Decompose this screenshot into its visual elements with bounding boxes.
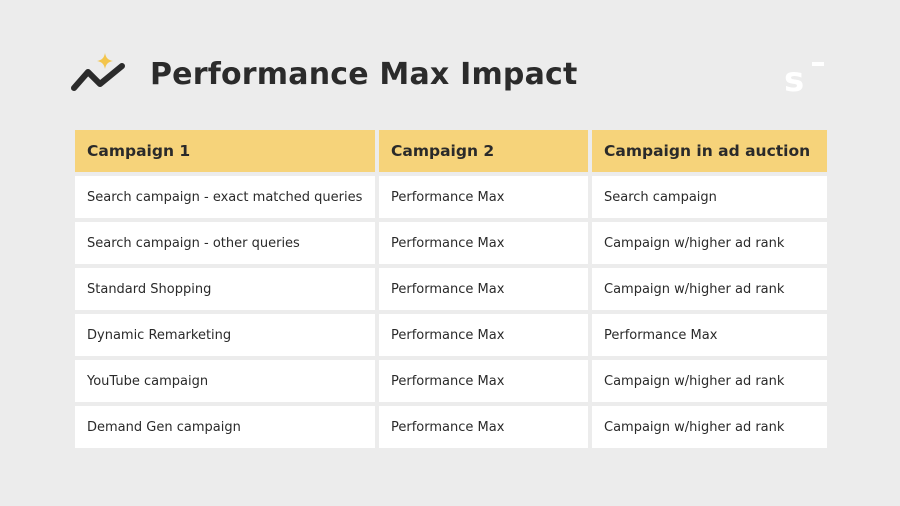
comparison-table: Campaign 1 Campaign 2 Campaign in ad auc… xyxy=(75,130,827,448)
table-cell: Campaign w/higher ad rank xyxy=(592,406,827,448)
table-cell: Campaign w/higher ad rank xyxy=(592,222,827,264)
svg-text:s: s xyxy=(784,60,804,96)
table-cell: YouTube campaign xyxy=(75,360,375,402)
table-cell: Performance Max xyxy=(379,314,588,356)
table-cell: Search campaign xyxy=(592,176,827,218)
table-cell: Campaign w/higher ad rank xyxy=(592,360,827,402)
trend-sparkle-icon xyxy=(71,53,125,91)
table-cell: Search campaign - exact matched queries xyxy=(75,176,375,218)
table-cell: Performance Max xyxy=(379,268,588,310)
table-cell: Performance Max xyxy=(592,314,827,356)
table-cell: Standard Shopping xyxy=(75,268,375,310)
brand-s-logo-icon: s xyxy=(784,60,824,96)
table-cell: Campaign w/higher ad rank xyxy=(592,268,827,310)
slide-header: Performance Max Impact xyxy=(70,52,578,96)
table-cell: Performance Max xyxy=(379,406,588,448)
page-title: Performance Max Impact xyxy=(150,56,578,92)
column-header-campaign-1: Campaign 1 xyxy=(75,130,375,172)
column-header-auction: Campaign in ad auction xyxy=(592,130,827,172)
table-cell: Performance Max xyxy=(379,176,588,218)
column-header-campaign-2: Campaign 2 xyxy=(379,130,588,172)
table-cell: Performance Max xyxy=(379,222,588,264)
table-cell: Dynamic Remarketing xyxy=(75,314,375,356)
table-cell: Performance Max xyxy=(379,360,588,402)
table-cell: Demand Gen campaign xyxy=(75,406,375,448)
table-cell: Search campaign - other queries xyxy=(75,222,375,264)
